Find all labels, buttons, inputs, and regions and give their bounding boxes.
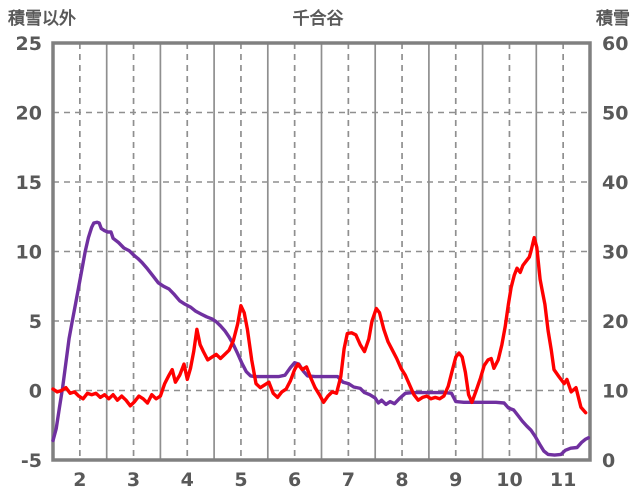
x-axis-tick-label: 7 [342,469,355,491]
x-axis-tick-label: 10 [496,469,522,491]
left-axis-tick-label: 0 [29,381,42,403]
left-axis-tick-label: 15 [16,172,42,194]
left-axis-tick-label: 20 [16,103,42,125]
x-axis-tick-label: 6 [288,469,301,491]
x-axis-tick-label: 11 [550,469,576,491]
left-axis-tick-label: 10 [16,242,42,264]
right-axis-tick-label: 60 [602,33,628,55]
right-axis-title: 積雪 [596,9,630,29]
left-axis-tick-label: 25 [16,33,42,55]
right-axis-tick-label: 20 [602,311,628,333]
right-axis-tick-label: 50 [602,103,628,125]
left-axis-tick-label: -5 [21,450,42,472]
right-axis-tick-label: 10 [602,381,628,403]
chart-title: 千合谷 [292,9,344,29]
plot-frame [51,41,592,462]
series-line-non-snow [51,235,588,415]
x-axis-tick-label: 9 [449,469,462,491]
x-axis-tick-label: 2 [73,469,86,491]
x-axis-tick-label: 3 [127,469,140,491]
right-axis-tick-label: 30 [602,242,628,264]
left-axis-tick-label: 5 [29,311,42,333]
left-axis-title: 積雪以外 [8,9,76,29]
x-axis-tick-label: 4 [181,469,194,491]
x-axis-tick-label: 8 [395,469,408,491]
right-axis-tick-label: 40 [602,172,628,194]
x-axis-tick-label: 5 [234,469,247,491]
series-line-snow [51,220,591,457]
right-axis-tick-label: 0 [602,450,615,472]
